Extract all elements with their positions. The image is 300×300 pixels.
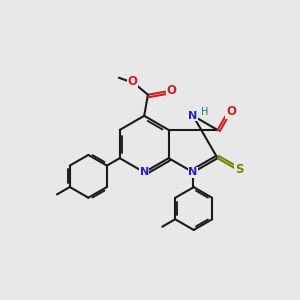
Text: O: O bbox=[226, 105, 236, 118]
Text: O: O bbox=[167, 84, 177, 97]
Text: O: O bbox=[127, 75, 137, 88]
Text: N: N bbox=[140, 167, 149, 177]
Text: N: N bbox=[188, 167, 198, 177]
Text: N: N bbox=[188, 111, 198, 121]
Text: H: H bbox=[201, 107, 209, 117]
Text: S: S bbox=[235, 163, 243, 176]
